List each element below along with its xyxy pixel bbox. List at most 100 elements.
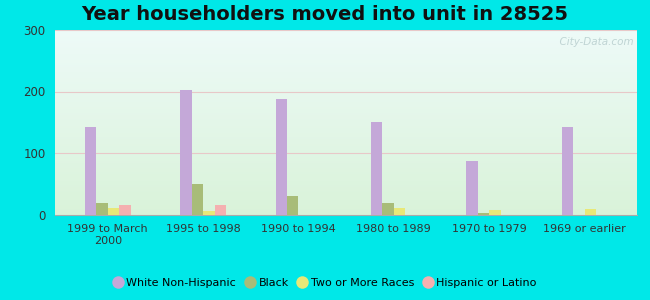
Bar xyxy=(276,100,287,214)
Bar xyxy=(55,104,637,106)
Bar xyxy=(55,148,637,150)
Bar xyxy=(55,205,637,207)
Bar xyxy=(55,202,637,203)
Bar xyxy=(55,144,637,146)
Bar xyxy=(55,115,637,117)
Bar xyxy=(180,90,192,214)
Bar xyxy=(55,183,637,185)
Bar xyxy=(55,141,637,142)
Bar xyxy=(55,131,637,133)
Bar xyxy=(55,200,637,202)
Bar xyxy=(55,109,637,111)
Bar xyxy=(55,96,637,98)
Bar xyxy=(55,56,637,58)
Bar xyxy=(55,165,637,167)
Bar xyxy=(55,181,637,183)
Bar xyxy=(55,139,637,141)
Bar xyxy=(55,185,637,187)
Bar xyxy=(203,212,215,214)
Bar xyxy=(55,38,637,39)
Bar xyxy=(55,43,637,45)
Bar xyxy=(55,74,637,76)
Bar xyxy=(108,208,119,214)
Bar xyxy=(55,98,637,100)
Bar xyxy=(55,196,637,198)
Bar xyxy=(55,190,637,192)
Bar xyxy=(55,111,637,113)
Bar xyxy=(55,72,637,74)
Bar xyxy=(478,213,489,214)
Bar xyxy=(489,210,500,214)
Bar xyxy=(55,65,637,67)
Bar xyxy=(55,106,637,107)
Bar xyxy=(287,196,298,214)
Bar xyxy=(55,34,637,35)
Bar xyxy=(192,184,203,214)
Bar xyxy=(55,207,637,209)
Bar xyxy=(55,179,637,181)
Bar xyxy=(55,150,637,152)
Bar xyxy=(55,161,637,163)
Bar xyxy=(55,82,637,83)
Bar xyxy=(55,52,637,54)
Bar xyxy=(55,85,637,87)
Bar xyxy=(382,203,394,214)
Bar xyxy=(55,194,637,196)
Bar xyxy=(55,211,637,213)
Text: Year householders moved into unit in 28525: Year householders moved into unit in 285… xyxy=(81,4,569,23)
Bar xyxy=(55,39,637,41)
Bar xyxy=(55,126,637,128)
Bar xyxy=(119,205,131,214)
Bar xyxy=(55,93,637,94)
Bar xyxy=(55,78,637,80)
Bar xyxy=(55,189,637,190)
Bar xyxy=(55,70,637,72)
Bar xyxy=(55,130,637,131)
Bar xyxy=(55,152,637,154)
Bar xyxy=(96,203,108,214)
Text: City-Data.com: City-Data.com xyxy=(553,38,634,47)
Bar xyxy=(55,174,637,176)
Bar xyxy=(55,46,637,48)
Bar xyxy=(55,187,637,189)
Bar xyxy=(55,83,637,85)
Bar xyxy=(55,58,637,59)
Bar xyxy=(55,124,637,126)
Bar xyxy=(55,59,637,62)
Bar xyxy=(55,135,637,137)
Bar xyxy=(55,54,637,56)
Bar xyxy=(55,102,637,104)
Bar xyxy=(55,163,637,165)
Bar xyxy=(55,146,637,148)
Bar xyxy=(55,168,637,170)
Bar xyxy=(55,117,637,118)
Bar xyxy=(55,157,637,159)
Bar xyxy=(55,122,637,124)
Bar xyxy=(55,91,637,93)
Bar xyxy=(55,76,637,78)
Bar xyxy=(55,159,637,161)
Bar xyxy=(55,178,637,179)
Bar xyxy=(55,203,637,205)
Bar xyxy=(55,113,637,115)
Bar xyxy=(466,161,478,214)
Bar xyxy=(55,50,637,52)
Bar xyxy=(55,155,637,157)
Bar xyxy=(394,208,405,214)
Bar xyxy=(55,133,637,135)
Bar xyxy=(55,120,637,122)
Bar xyxy=(55,167,637,168)
Bar xyxy=(55,128,637,130)
Bar xyxy=(55,198,637,200)
Bar xyxy=(55,48,637,50)
Legend: White Non-Hispanic, Black, Two or More Races, Hispanic or Latino: White Non-Hispanic, Black, Two or More R… xyxy=(109,273,541,293)
Bar xyxy=(84,127,96,214)
Bar xyxy=(55,87,637,89)
Bar xyxy=(55,67,637,69)
Bar xyxy=(55,63,637,65)
Bar xyxy=(55,142,637,144)
Bar xyxy=(55,154,637,155)
Bar xyxy=(371,122,382,214)
Bar xyxy=(55,118,637,120)
Bar xyxy=(55,172,637,174)
